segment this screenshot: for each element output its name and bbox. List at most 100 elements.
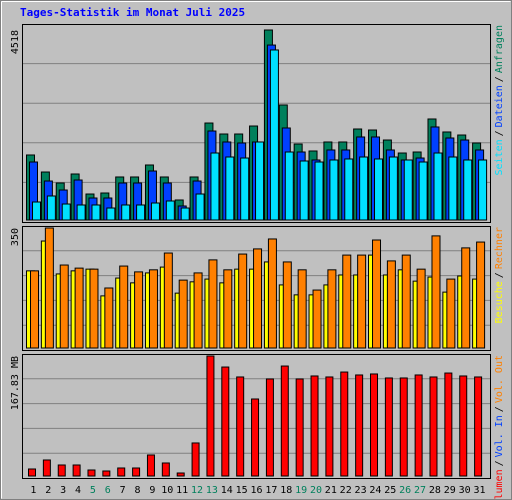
x-tick-label: 13 (206, 485, 218, 496)
x-tick-label: 24 (369, 485, 381, 496)
bar (342, 254, 352, 349)
bar (418, 161, 428, 221)
bar (399, 377, 408, 477)
x-tick-label: 26 (399, 485, 411, 496)
bar (223, 269, 233, 349)
legend-entry: Rechner (494, 227, 505, 269)
bar (357, 254, 367, 349)
legend-separator: / (494, 406, 505, 412)
bar (431, 235, 441, 349)
x-tick-label: 5 (90, 485, 96, 496)
bar (299, 160, 309, 221)
bar (255, 141, 265, 221)
bar (476, 241, 486, 349)
bar (388, 156, 398, 221)
x-tick-label: 11 (176, 485, 188, 496)
bar (359, 156, 369, 221)
bar (253, 248, 263, 349)
x-tick-label: 30 (459, 485, 471, 496)
bar (310, 375, 319, 477)
bar (284, 151, 294, 221)
x-tick-label: 22 (340, 485, 352, 496)
x-tick-label: 27 (414, 485, 426, 496)
bar (74, 267, 84, 349)
bar (414, 374, 423, 477)
bar (325, 376, 334, 477)
bar (102, 470, 111, 477)
y-tick-label: 4518 (10, 30, 21, 54)
bar (161, 462, 170, 477)
bar (344, 158, 354, 221)
bar (295, 378, 304, 477)
bar (46, 195, 56, 221)
x-tick-label: 16 (250, 485, 262, 496)
bar (76, 204, 86, 221)
legend-entry: Besuche (494, 281, 505, 323)
x-tick-label: 7 (120, 485, 126, 496)
bar (42, 459, 51, 477)
bar (386, 260, 396, 349)
legend-entry: Volumen (494, 469, 505, 500)
bar (191, 442, 200, 477)
bar (384, 377, 393, 477)
bar (59, 264, 69, 349)
bar (416, 268, 426, 349)
x-tick-label: 3 (60, 485, 66, 496)
bar (463, 159, 473, 221)
bar (165, 200, 175, 221)
bar (251, 398, 260, 477)
bar (459, 375, 468, 477)
bar (104, 287, 114, 349)
bar (89, 268, 99, 349)
bar (195, 193, 205, 221)
x-tick-label: 25 (384, 485, 396, 496)
bar (150, 202, 160, 221)
bar (478, 159, 488, 221)
bar (314, 161, 324, 221)
bar (372, 239, 382, 349)
legend: Seiten / Dateien / Anfragen (494, 25, 505, 176)
x-tick-label: 29 (444, 485, 456, 496)
bar (106, 207, 116, 221)
bar (282, 261, 292, 349)
legend-entry: Seiten (494, 139, 505, 175)
bar (136, 204, 146, 221)
bar (240, 157, 250, 221)
bar (28, 468, 36, 477)
bar (329, 159, 339, 221)
x-tick-label: 21 (325, 485, 337, 496)
bar (30, 270, 39, 349)
bar (57, 464, 66, 477)
legend: Besuche / Rechner (494, 227, 505, 323)
bar (474, 376, 483, 477)
chart-title: Tages-Statistik im Monat Juli 2025 (20, 6, 245, 19)
bar (87, 469, 96, 477)
legend-entry: Vol. Out (494, 355, 505, 403)
bar (121, 204, 131, 221)
x-tick-label: 19 (295, 485, 307, 496)
bar (297, 269, 307, 349)
x-tick-label: 31 (474, 485, 486, 496)
x-tick-label: 23 (355, 485, 367, 496)
bar (433, 152, 443, 221)
x-tick-label: 10 (161, 485, 173, 496)
x-tick-label: 2 (45, 485, 51, 496)
bar (312, 289, 322, 349)
x-tick-label: 20 (310, 485, 322, 496)
bar (374, 158, 384, 221)
bar (401, 254, 411, 349)
bar (163, 252, 173, 349)
x-tick-label: 14 (221, 485, 233, 496)
bar (340, 371, 349, 477)
bar (32, 201, 41, 221)
bar (461, 247, 471, 349)
bar (265, 378, 274, 477)
bar (91, 204, 101, 221)
legend: Volumen / Vol. In / Vol. Out (494, 355, 505, 500)
x-tick-label: 12 (191, 485, 203, 496)
legend-separator: / (494, 460, 505, 466)
bar (176, 472, 185, 477)
bar (210, 152, 220, 221)
bar (403, 159, 413, 221)
